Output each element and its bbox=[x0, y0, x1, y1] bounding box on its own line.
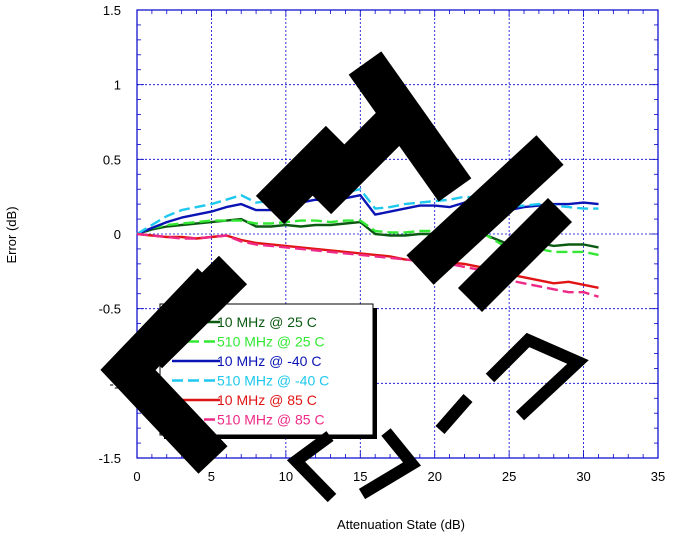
y-tick-label: -1.5 bbox=[99, 451, 121, 466]
x-tick-label: 20 bbox=[427, 469, 441, 484]
legend-label: 510 MHz @ 85 C bbox=[217, 412, 325, 428]
x-tick-label: 35 bbox=[651, 469, 665, 484]
x-tick-label: 0 bbox=[133, 469, 140, 484]
legend-label: 10 MHz @ 25 C bbox=[217, 314, 317, 330]
x-tick-label: 30 bbox=[576, 469, 590, 484]
x-tick-label: 5 bbox=[208, 469, 215, 484]
x-tick-label: 15 bbox=[353, 469, 367, 484]
y-tick-label: 0 bbox=[114, 227, 121, 242]
legend-label: 510 MHz @ 25 C bbox=[217, 334, 325, 350]
legend-label: 10 MHz @ 85 C bbox=[217, 392, 317, 408]
y-tick-label: 1 bbox=[114, 78, 121, 93]
legend-label: 10 MHz @ -40 C bbox=[217, 353, 321, 369]
legend-label: 510 MHz @ -40 C bbox=[217, 373, 329, 389]
y-tick-label: 1.5 bbox=[103, 3, 121, 18]
y-tick-label: 0.5 bbox=[103, 152, 121, 167]
x-axis-label: Attenuation State (dB) bbox=[337, 517, 465, 532]
x-tick-label: 25 bbox=[502, 469, 516, 484]
x-tick-label: 10 bbox=[279, 469, 293, 484]
y-tick-label: -0.5 bbox=[99, 302, 121, 317]
y-axis-label: Error (dB) bbox=[4, 206, 19, 263]
